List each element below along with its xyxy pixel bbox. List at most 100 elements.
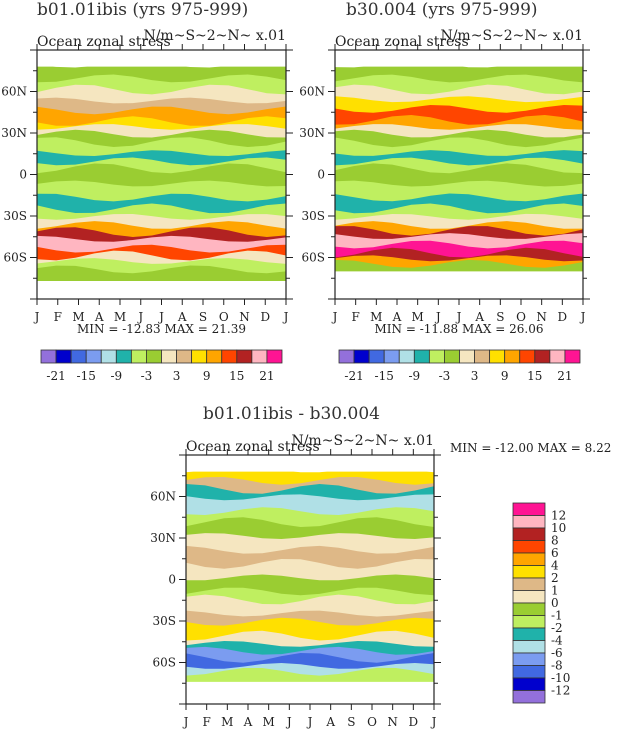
colorbar-label: 2 — [551, 571, 559, 585]
contour-band — [37, 265, 286, 282]
contour-field — [37, 66, 286, 282]
x-tick-label: M — [412, 310, 424, 324]
colorbar-label: 10 — [551, 521, 566, 535]
x-tick-label: M — [221, 715, 233, 729]
contour-band — [186, 630, 434, 653]
colorbar-swatch — [444, 349, 460, 364]
colorbar-swatch — [146, 349, 162, 364]
colorbar-swatch — [474, 349, 491, 364]
y-tick-label: 60N — [1, 85, 27, 99]
colorbar-label: -2 — [551, 621, 563, 635]
colorbar-swatch — [85, 349, 102, 364]
colorbar-swatch — [512, 602, 546, 616]
colorbar-swatch — [549, 349, 566, 364]
colorbar-swatch — [368, 349, 385, 364]
contour-band — [37, 214, 286, 232]
colorbar-label: -3 — [141, 369, 153, 383]
colorbar-swatch — [191, 349, 208, 364]
y-tick-label: 60S — [153, 656, 177, 670]
colorbar-swatch — [100, 349, 117, 364]
colorbar-label: -15 — [77, 369, 96, 383]
colorbar-swatch — [236, 349, 253, 364]
colorbar-label: 0 — [551, 596, 559, 610]
colorbar-swatch — [428, 349, 445, 364]
min-max-stats: MIN = -11.88 MAX = 26.06 — [375, 322, 544, 336]
min-max-stats: MIN = -12.83 MAX = 21.39 — [77, 322, 246, 336]
colorbar-swatch — [512, 540, 546, 554]
x-tick-label: M — [370, 310, 382, 324]
x-tick-label: J — [136, 310, 143, 324]
contour-band — [335, 259, 583, 272]
contour-band — [186, 663, 434, 679]
contour-band — [37, 250, 286, 270]
x-tick-label: N — [239, 310, 250, 324]
y-tick-label: 60S — [302, 251, 326, 265]
x-tick-label: D — [558, 310, 568, 324]
units-right-label: N/m~S~2~N~ x.01 — [143, 28, 286, 44]
x-tick-label: J — [579, 310, 586, 324]
x-tick-label: D — [260, 310, 270, 324]
x-tick-label: J — [455, 310, 462, 324]
colorbar-swatch — [512, 627, 546, 641]
x-tick-label: A — [474, 310, 484, 324]
x-tick-label: F — [352, 310, 360, 324]
colorbar-label: 3 — [173, 369, 181, 383]
colorbar-swatch — [512, 615, 546, 629]
colorbar-label: 9 — [501, 369, 509, 383]
contour-band — [335, 157, 583, 177]
colorbar-swatch — [512, 640, 546, 654]
contour-band — [186, 559, 434, 587]
x-tick-label: M — [263, 715, 275, 729]
y-tick-label: 0 — [19, 168, 27, 182]
colorbar-swatch — [206, 349, 223, 364]
contour-band — [37, 124, 286, 141]
colorbar-swatch — [512, 690, 546, 704]
x-tick-label: M — [114, 310, 126, 324]
contour-band — [37, 244, 286, 264]
colorbar-label: -4 — [551, 634, 563, 648]
contour-band — [186, 533, 434, 557]
x-tick-label: O — [219, 310, 229, 324]
x-tick-label: S — [199, 310, 207, 324]
colorbar-swatch — [512, 565, 546, 579]
colorbar-swatch — [489, 349, 506, 364]
colorbar-swatch — [504, 349, 521, 364]
x-tick-label: J — [331, 310, 338, 324]
colorbar-swatch — [130, 349, 147, 364]
x-tick-label: S — [347, 715, 355, 729]
colorbar-label: -21 — [46, 369, 65, 383]
colorbar-label: -10 — [551, 671, 570, 685]
colorbar-swatch — [564, 349, 581, 364]
colorbar-swatch — [512, 552, 546, 566]
colorbar-swatch — [519, 349, 536, 364]
colorbar-swatch — [115, 349, 132, 364]
contour-band — [37, 157, 286, 177]
colorbar-label: 8 — [551, 534, 559, 548]
contour-band — [186, 545, 434, 572]
contour-field — [335, 66, 583, 272]
y-tick-label: 60S — [4, 251, 28, 265]
x-tick-label: A — [325, 715, 335, 729]
colorbar-label: 21 — [259, 369, 274, 383]
colorbar-swatch — [413, 349, 430, 364]
x-tick-label: F — [54, 310, 62, 324]
colorbar-label: 21 — [557, 369, 572, 383]
y-tick-label: 30N — [1, 126, 27, 140]
y-tick-label: 30N — [299, 126, 325, 140]
units-left-label: Ocean zonal stress — [186, 439, 320, 455]
colorbar-swatch — [266, 349, 283, 364]
colorbar-swatch — [161, 349, 177, 364]
colorbar-label: 1 — [551, 584, 559, 598]
colorbar-label: -8 — [551, 659, 563, 673]
contour-band — [335, 203, 583, 226]
x-tick-label: F — [203, 715, 211, 729]
units-left-label: Ocean zonal stress — [37, 34, 171, 50]
colorbar-label: 15 — [527, 369, 542, 383]
x-tick-label: J — [285, 715, 292, 729]
contour-band — [335, 240, 583, 261]
colorbar-label: -3 — [439, 369, 451, 383]
x-tick-label: N — [536, 310, 547, 324]
min-max-stats: MIN = -12.00 MAX = 8.22 — [450, 441, 611, 455]
